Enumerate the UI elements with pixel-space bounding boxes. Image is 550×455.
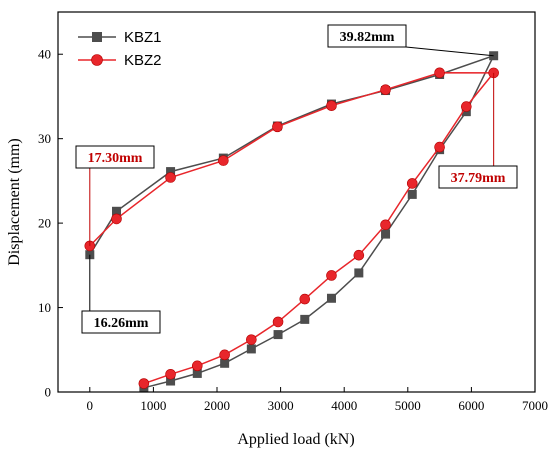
point-kbz1 xyxy=(407,189,417,199)
point-kbz2 xyxy=(272,316,284,328)
x-tick-label: 3000 xyxy=(268,398,294,413)
plot-frame xyxy=(57,11,536,393)
point-kbz2 xyxy=(299,293,311,305)
point-kbz1 xyxy=(273,330,283,340)
y-tick-label: 20 xyxy=(38,216,51,231)
x-axis-label: Applied load (kN) xyxy=(237,431,354,448)
point-kbz1 xyxy=(166,167,176,177)
annotation-leader xyxy=(405,46,494,57)
annotation-label: 16.26mm xyxy=(94,316,149,331)
y-tick-label: 10 xyxy=(38,300,51,315)
point-kbz1 xyxy=(246,344,256,354)
point-kbz2 xyxy=(353,249,365,261)
annotation-label: 37.79mm xyxy=(451,171,506,186)
x-tick-label: 0 xyxy=(87,398,94,413)
x-tick-label: 7000 xyxy=(522,398,548,413)
legend-label-kbz1: KBZ1 xyxy=(124,29,162,46)
annotations: 39.82mm 17.30mm 37.79mm 16.26mm xyxy=(75,24,518,334)
point-kbz2 xyxy=(434,67,445,79)
point-kbz1 xyxy=(381,229,391,239)
legend-label-kbz2: KBZ2 xyxy=(124,52,162,69)
point-kbz1 xyxy=(326,293,336,303)
point-kbz2 xyxy=(191,360,203,372)
series-line-kbz1 xyxy=(89,54,496,389)
point-kbz1 xyxy=(166,376,176,386)
point-kbz1 xyxy=(112,206,122,216)
point-kbz2 xyxy=(218,155,229,166)
x-tick-label: 6000 xyxy=(458,398,484,413)
point-kbz2 xyxy=(326,100,337,112)
x-tick-label: 2000 xyxy=(204,398,230,413)
annotation-label: 39.82mm xyxy=(340,30,395,45)
point-kbz2 xyxy=(434,141,445,153)
series-line-kbz2 xyxy=(89,72,496,385)
point-kbz2 xyxy=(326,270,337,281)
legend-marker-kbz2 xyxy=(91,54,103,66)
x-tick-label: 4000 xyxy=(331,398,357,413)
annotation-box xyxy=(438,165,518,189)
point-kbz2 xyxy=(246,334,257,345)
point-kbz2 xyxy=(272,121,283,133)
point-kbz2 xyxy=(380,219,391,231)
point-kbz2 xyxy=(165,368,176,380)
point-kbz1 xyxy=(300,314,310,324)
point-kbz1 xyxy=(220,358,230,368)
point-kbz1 xyxy=(354,268,364,278)
point-kbz2 xyxy=(406,178,418,189)
point-kbz2 xyxy=(138,378,150,389)
annotation-box xyxy=(81,310,161,334)
annotation-box xyxy=(75,145,155,169)
point-kbz1 xyxy=(192,368,202,378)
annotation-label: 17.30mm xyxy=(88,151,143,166)
x-tick-label: 5000 xyxy=(395,398,421,413)
point-kbz2 xyxy=(165,172,176,183)
y-axis-label: Displacement (mm) xyxy=(6,138,23,266)
point-kbz2 xyxy=(380,84,391,95)
series-layer xyxy=(84,51,499,393)
point-kbz2 xyxy=(111,213,122,225)
annotation-box xyxy=(327,24,407,48)
point-kbz2 xyxy=(219,349,230,361)
y-tick-label: 30 xyxy=(38,131,51,146)
point-kbz2 xyxy=(461,101,472,112)
legend: KBZ1 KBZ2 xyxy=(78,29,162,69)
axis-ticks: 0 1000 2000 3000 4000 5000 6000 7000 0 10 20 30 40 xyxy=(38,47,548,413)
x-tick-label: 1000 xyxy=(140,398,166,413)
legend-marker-kbz1 xyxy=(92,32,102,42)
y-tick-label: 40 xyxy=(38,47,51,62)
y-tick-label: 0 xyxy=(45,385,52,400)
